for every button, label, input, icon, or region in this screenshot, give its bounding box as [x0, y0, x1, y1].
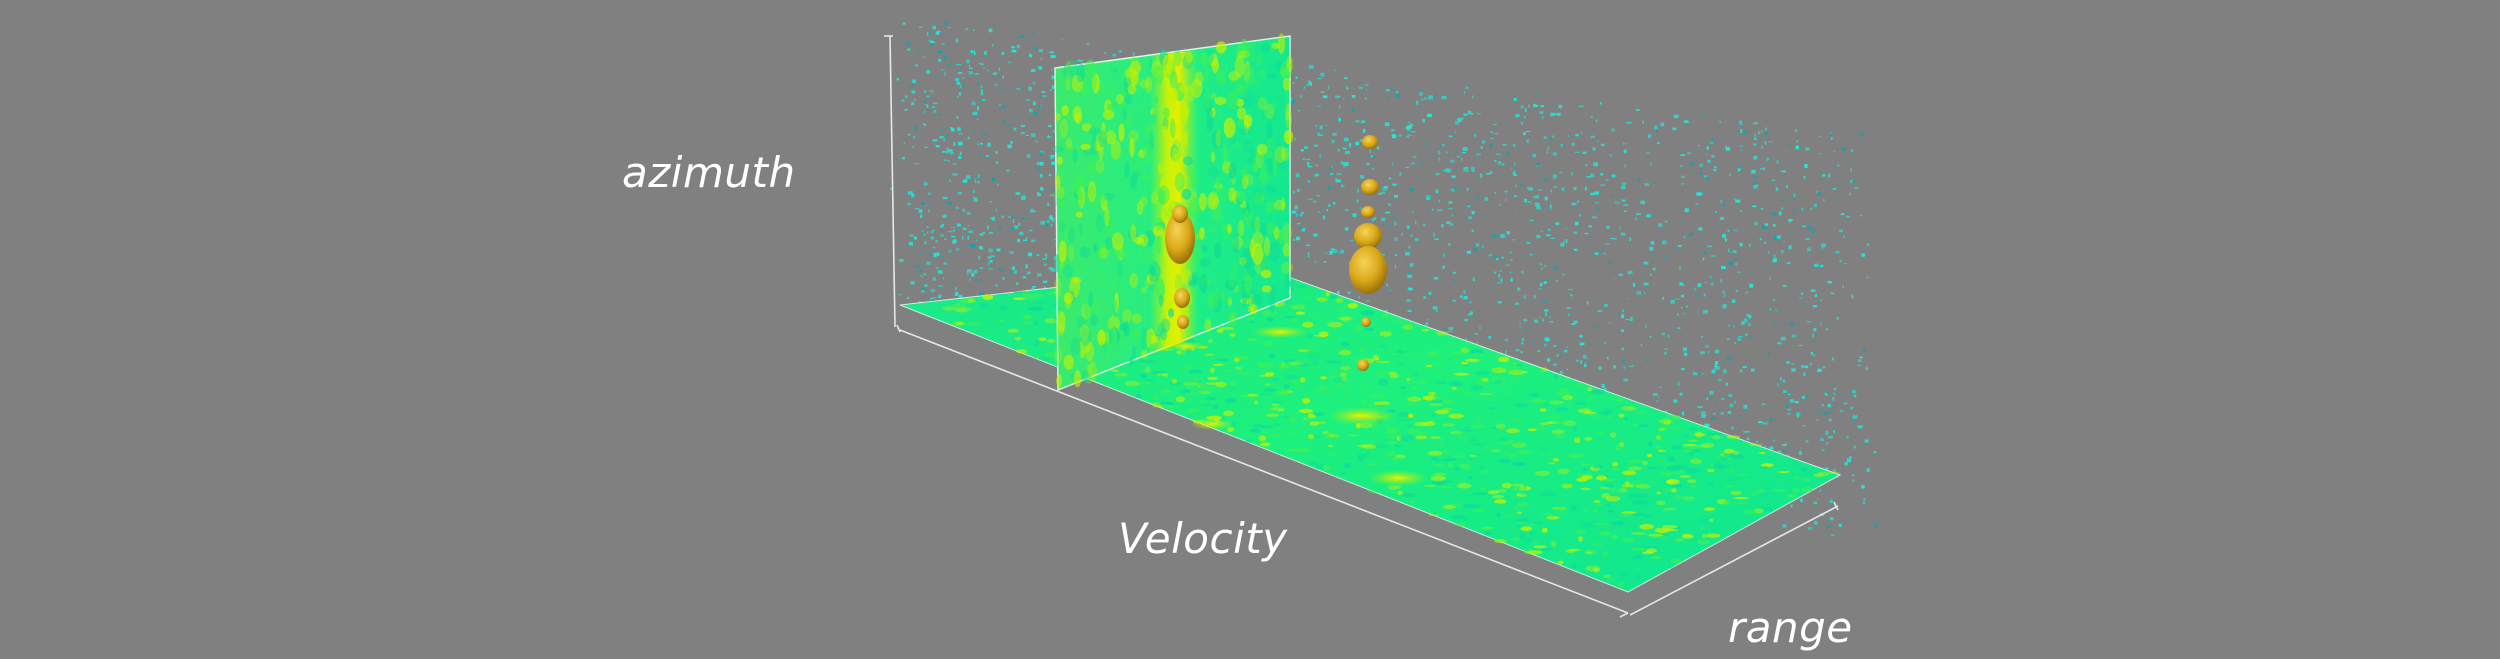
floor-hotspot	[1328, 407, 1396, 425]
vertical-axis-line	[889, 35, 896, 328]
target-blob	[1361, 206, 1375, 218]
velocity-axis-label: Velocity	[1118, 514, 1288, 563]
depth-axis-line	[899, 329, 1629, 614]
target-blob	[1361, 179, 1379, 195]
target-blob	[1172, 205, 1188, 223]
axis-lines	[884, 35, 1839, 618]
target-blob	[1174, 288, 1190, 308]
floor-hotspot	[1252, 326, 1308, 338]
azimuth-axis-label: azimuth	[622, 148, 796, 197]
target-blob	[1357, 359, 1369, 371]
floor-hotspot	[1190, 418, 1234, 430]
target-isosurfaces	[1165, 135, 1387, 371]
target-blob	[1361, 317, 1371, 327]
range-axis-label: range	[1728, 603, 1853, 652]
target-blob	[1362, 135, 1378, 149]
target-blob	[1349, 246, 1387, 294]
target-blob	[1177, 315, 1189, 329]
range-axis-tick-end	[1833, 501, 1839, 511]
range-axis-line	[1629, 505, 1839, 616]
target-blob	[1165, 212, 1195, 264]
depth-axis-tick-start	[896, 324, 901, 333]
vertical-slice-texture	[1052, 33, 1296, 388]
target-blob	[1354, 223, 1382, 249]
floor-hotspot	[1368, 470, 1428, 486]
depth-axis-tick-end	[1619, 612, 1629, 618]
floor-slice	[899, 264, 1842, 593]
